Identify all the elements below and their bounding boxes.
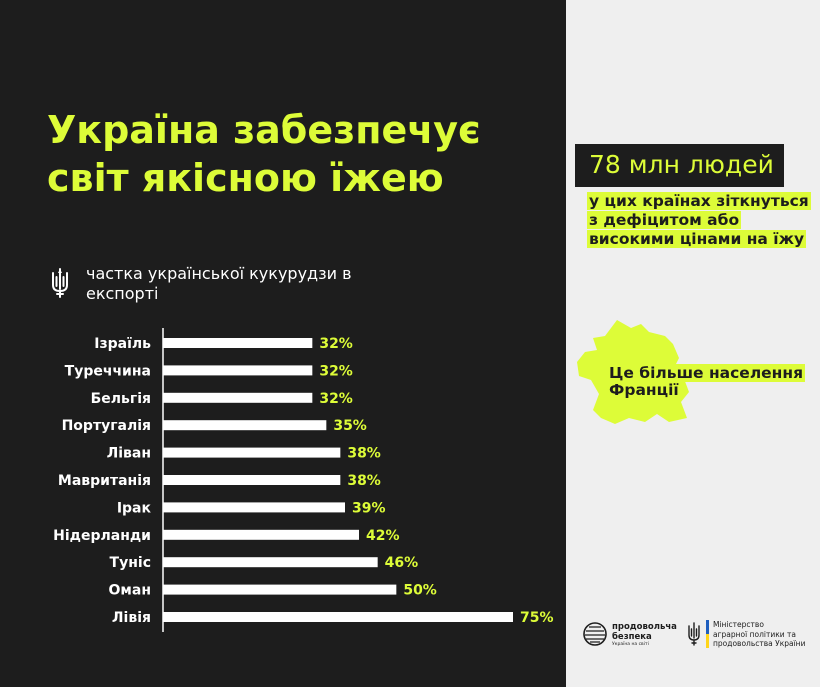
category-label: Оман	[109, 583, 151, 599]
value-label: 50%	[403, 583, 437, 599]
category-label: Мавританія	[58, 473, 151, 489]
title-line-1: Україна забезпечує	[47, 108, 481, 152]
page-title: Україна забезпечує світ якісною їжею	[47, 106, 567, 202]
bar	[163, 612, 513, 622]
ministry-line3: продовольства України	[713, 639, 806, 648]
category-label: Португалія	[62, 418, 151, 434]
category-label: Нідерланди	[53, 528, 151, 544]
flag-bar	[706, 620, 709, 648]
bar	[163, 392, 313, 403]
bar-chart: Ізраїль 32% Туреччина 32% Бельгія 32% Португал…	[53, 328, 554, 632]
logo1-line2: безпека	[612, 632, 652, 642]
ministry-line2: аграрної політики та	[713, 629, 796, 639]
category-label: Бельгія	[91, 391, 151, 407]
bar	[163, 557, 378, 568]
category-label: Туніс	[110, 555, 151, 571]
value-label: 75%	[520, 610, 554, 626]
food-security-logo: продовольча безпека Україна на світі	[612, 622, 682, 648]
bar	[163, 529, 359, 540]
logo1-line1: продовольча	[612, 622, 677, 632]
globe-icon	[583, 622, 607, 646]
bar	[163, 365, 313, 376]
logo1-tagline: Україна на світі	[612, 642, 649, 647]
category-label: Лівія	[112, 610, 151, 626]
value-label: 32%	[319, 336, 353, 352]
bar	[163, 420, 327, 431]
value-label: 38%	[347, 446, 381, 462]
bar	[163, 447, 341, 458]
title-line-2: світ якісною їжею	[47, 156, 444, 200]
flag-yellow	[706, 634, 709, 648]
value-label: 39%	[352, 500, 386, 516]
category-label: Ірак	[117, 500, 152, 516]
france-comparison-text: Це більше населення Франції	[607, 364, 806, 399]
chart-legend-label: частка української кукурудзи в експорті	[86, 264, 352, 303]
stat-subtext-text: у цих країнах зіткнуться з дефіцитом або…	[587, 192, 811, 248]
category-label: Ліван	[107, 446, 151, 462]
value-label: 35%	[333, 418, 367, 434]
ministry-logo: Міністерство аграрної політики та продов…	[713, 620, 813, 649]
bar	[163, 338, 313, 348]
ministry-line1: Міністерство	[713, 620, 764, 629]
value-label: 32%	[319, 363, 353, 379]
value-label: 38%	[347, 473, 381, 489]
bar	[163, 584, 397, 595]
flag-blue	[706, 620, 709, 634]
trident-icon	[52, 268, 68, 298]
value-label: 32%	[319, 391, 353, 407]
bar	[163, 502, 345, 513]
value-label: 42%	[366, 528, 400, 544]
value-label: 46%	[385, 555, 419, 571]
bar	[163, 475, 341, 485]
stat-headline: 78 млн людей	[575, 144, 784, 187]
category-label: Ізраїль	[94, 336, 151, 352]
trident-icon	[688, 622, 700, 646]
stat-subtext: у цих країнах зіткнуться з дефіцитом або…	[587, 192, 817, 249]
france-comparison: Це більше населення Франції	[607, 364, 817, 399]
category-label: Туреччина	[65, 363, 151, 379]
